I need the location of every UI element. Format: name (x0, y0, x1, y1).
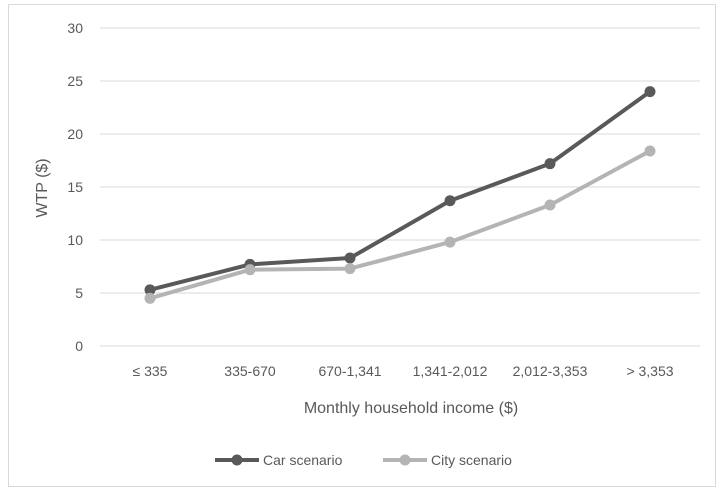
series-line-2 (148, 148, 652, 301)
data-point-s1-3 (344, 252, 356, 264)
data-point-s2-5 (544, 199, 556, 211)
y-tick-label: 5 (75, 285, 83, 301)
y-tick-label: 10 (67, 232, 83, 248)
data-point-s1-4 (444, 195, 456, 207)
chart-frame (8, 4, 716, 487)
x-axis-ticks: ≤ 335 335-670 670-1,341 1,341-2,012 2,012-3,… (133, 363, 674, 379)
legend-label-1: Car scenario (263, 452, 343, 468)
gridlines (100, 27, 700, 347)
y-axis-label: WTP ($) (34, 158, 51, 217)
series-line-1 (148, 89, 652, 292)
data-point-s2-2 (244, 264, 256, 276)
x-tick-label: 2,012-3,353 (513, 363, 588, 379)
y-tick-label: 20 (67, 126, 83, 142)
data-point-s2-3 (344, 263, 356, 275)
data-point-s2-6 (644, 145, 656, 157)
x-tick-label: ≤ 335 (133, 363, 168, 379)
series-layer (144, 86, 656, 304)
y-axis-ticks: 0 5 10 15 20 25 30 (67, 20, 83, 354)
data-point-s1-1 (144, 284, 156, 296)
data-point-s1-6 (644, 86, 656, 98)
x-tick-label: 335-670 (224, 363, 276, 379)
y-tick-label: 30 (67, 20, 83, 36)
legend-swatch-marker-2 (399, 454, 411, 466)
x-tick-label: 1,341-2,012 (413, 363, 488, 379)
x-tick-label: > 3,353 (626, 363, 673, 379)
x-tick-label: 670-1,341 (318, 363, 381, 379)
legend-label-2: City scenario (431, 452, 512, 468)
data-point-s1-5 (544, 158, 556, 170)
y-tick-label: 25 (67, 73, 83, 89)
x-axis-label: Monthly household income ($) (304, 400, 518, 417)
data-point-s2-4 (444, 236, 456, 248)
y-tick-label: 0 (75, 338, 83, 354)
legend: Car scenario City scenario (215, 452, 512, 468)
data-point-s2-1 (144, 292, 156, 304)
y-tick-label: 15 (67, 179, 83, 195)
legend-swatch-marker-1 (231, 454, 243, 466)
